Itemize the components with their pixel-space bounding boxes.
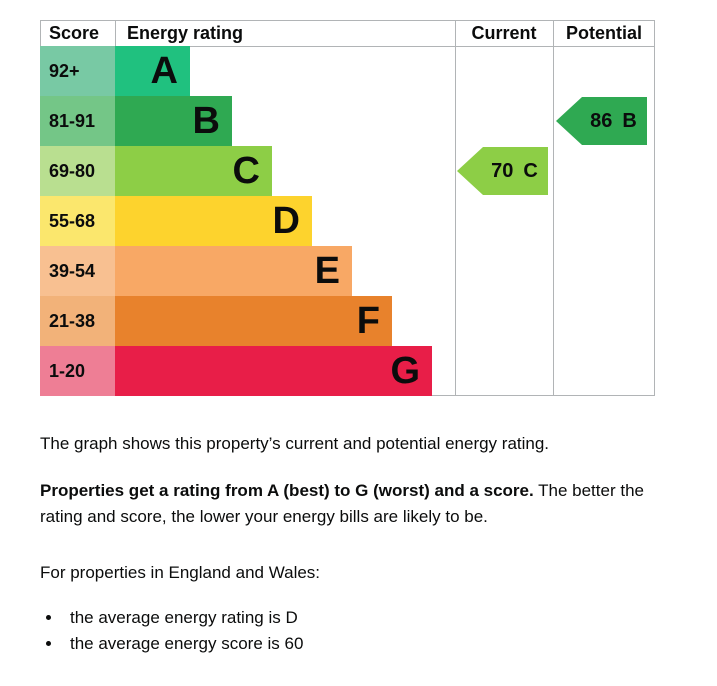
score-range-g: 1-20 (40, 346, 115, 396)
header-energy-rating: Energy rating (127, 23, 244, 43)
band-bar-g: G (115, 346, 432, 396)
band-letter-e: E (314, 250, 340, 292)
band-letter-a: A (150, 50, 178, 92)
band-bar-c: C (115, 146, 272, 196)
chart-description: The graph shows this property’s current … (40, 431, 656, 657)
band-letter-g: G (390, 350, 420, 392)
rating-explanation-bold: Properties get a rating from A (best) to… (40, 481, 534, 500)
average-rating-item: the average energy rating is D (63, 605, 656, 631)
header-potential: Potential (565, 23, 642, 43)
header-score: Score (49, 23, 100, 43)
band-bar-f: F (115, 296, 392, 346)
band-letter-b: B (192, 100, 220, 142)
band-row-g: 1-20 G (40, 346, 432, 396)
rating-explanation-paragraph: Properties get a rating from A (best) to… (40, 478, 656, 530)
band-row-b: 81-91 B (40, 96, 432, 146)
band-row-d: 55-68 D (40, 196, 432, 246)
potential-rating-score: 86 (590, 109, 613, 132)
score-range-d: 55-68 (40, 196, 115, 246)
intro-paragraph: The graph shows this property’s current … (40, 434, 550, 453)
band-bar-d: D (115, 196, 312, 246)
band-letter-d: D (272, 200, 300, 242)
rating-bands: 92+ A 81-91 B 69-80 C 55-68 (40, 46, 432, 396)
score-range-f: 21-38 (40, 296, 115, 346)
potential-rating-arrow: 86 B (556, 97, 647, 145)
band-row-f: 21-38 F (40, 296, 432, 346)
header-left-border (40, 21, 41, 46)
band-row-e: 39-54 E (40, 246, 432, 296)
score-range-c: 69-80 (40, 146, 115, 196)
epc-chart: Score Energy rating Current Potential 92… (40, 20, 655, 396)
current-column-right-border (553, 21, 554, 396)
current-rating-letter: C (523, 159, 538, 182)
band-bar-b: B (115, 96, 232, 146)
header-bottom-border (40, 46, 655, 47)
score-range-a: 92+ (40, 46, 115, 96)
current-column-left-border (455, 21, 456, 396)
band-bar-e: E (115, 246, 352, 296)
current-rating-arrow: 70 C (457, 147, 548, 195)
band-row-a: 92+ A (40, 46, 432, 96)
band-letter-f: F (356, 300, 380, 342)
band-row-c: 69-80 C (40, 146, 432, 196)
table-right-border (654, 21, 655, 396)
band-bar-a: A (115, 46, 190, 96)
chart-header-row: Score Energy rating Current Potential (40, 21, 655, 46)
header-current: Current (471, 23, 537, 43)
score-range-b: 81-91 (40, 96, 115, 146)
band-letter-c: C (232, 150, 260, 192)
average-score-item: the average energy score is 60 (63, 631, 656, 657)
potential-rating-letter: B (622, 109, 637, 132)
score-column-border (115, 21, 116, 46)
region-heading: For properties in England and Wales: (40, 563, 321, 582)
rating-explanation-rest: The better the rating and score, the low… (40, 481, 644, 526)
score-range-e: 39-54 (40, 246, 115, 296)
current-rating-score: 70 (491, 159, 514, 182)
average-stats-list: the average energy rating is D the avera… (40, 605, 656, 657)
